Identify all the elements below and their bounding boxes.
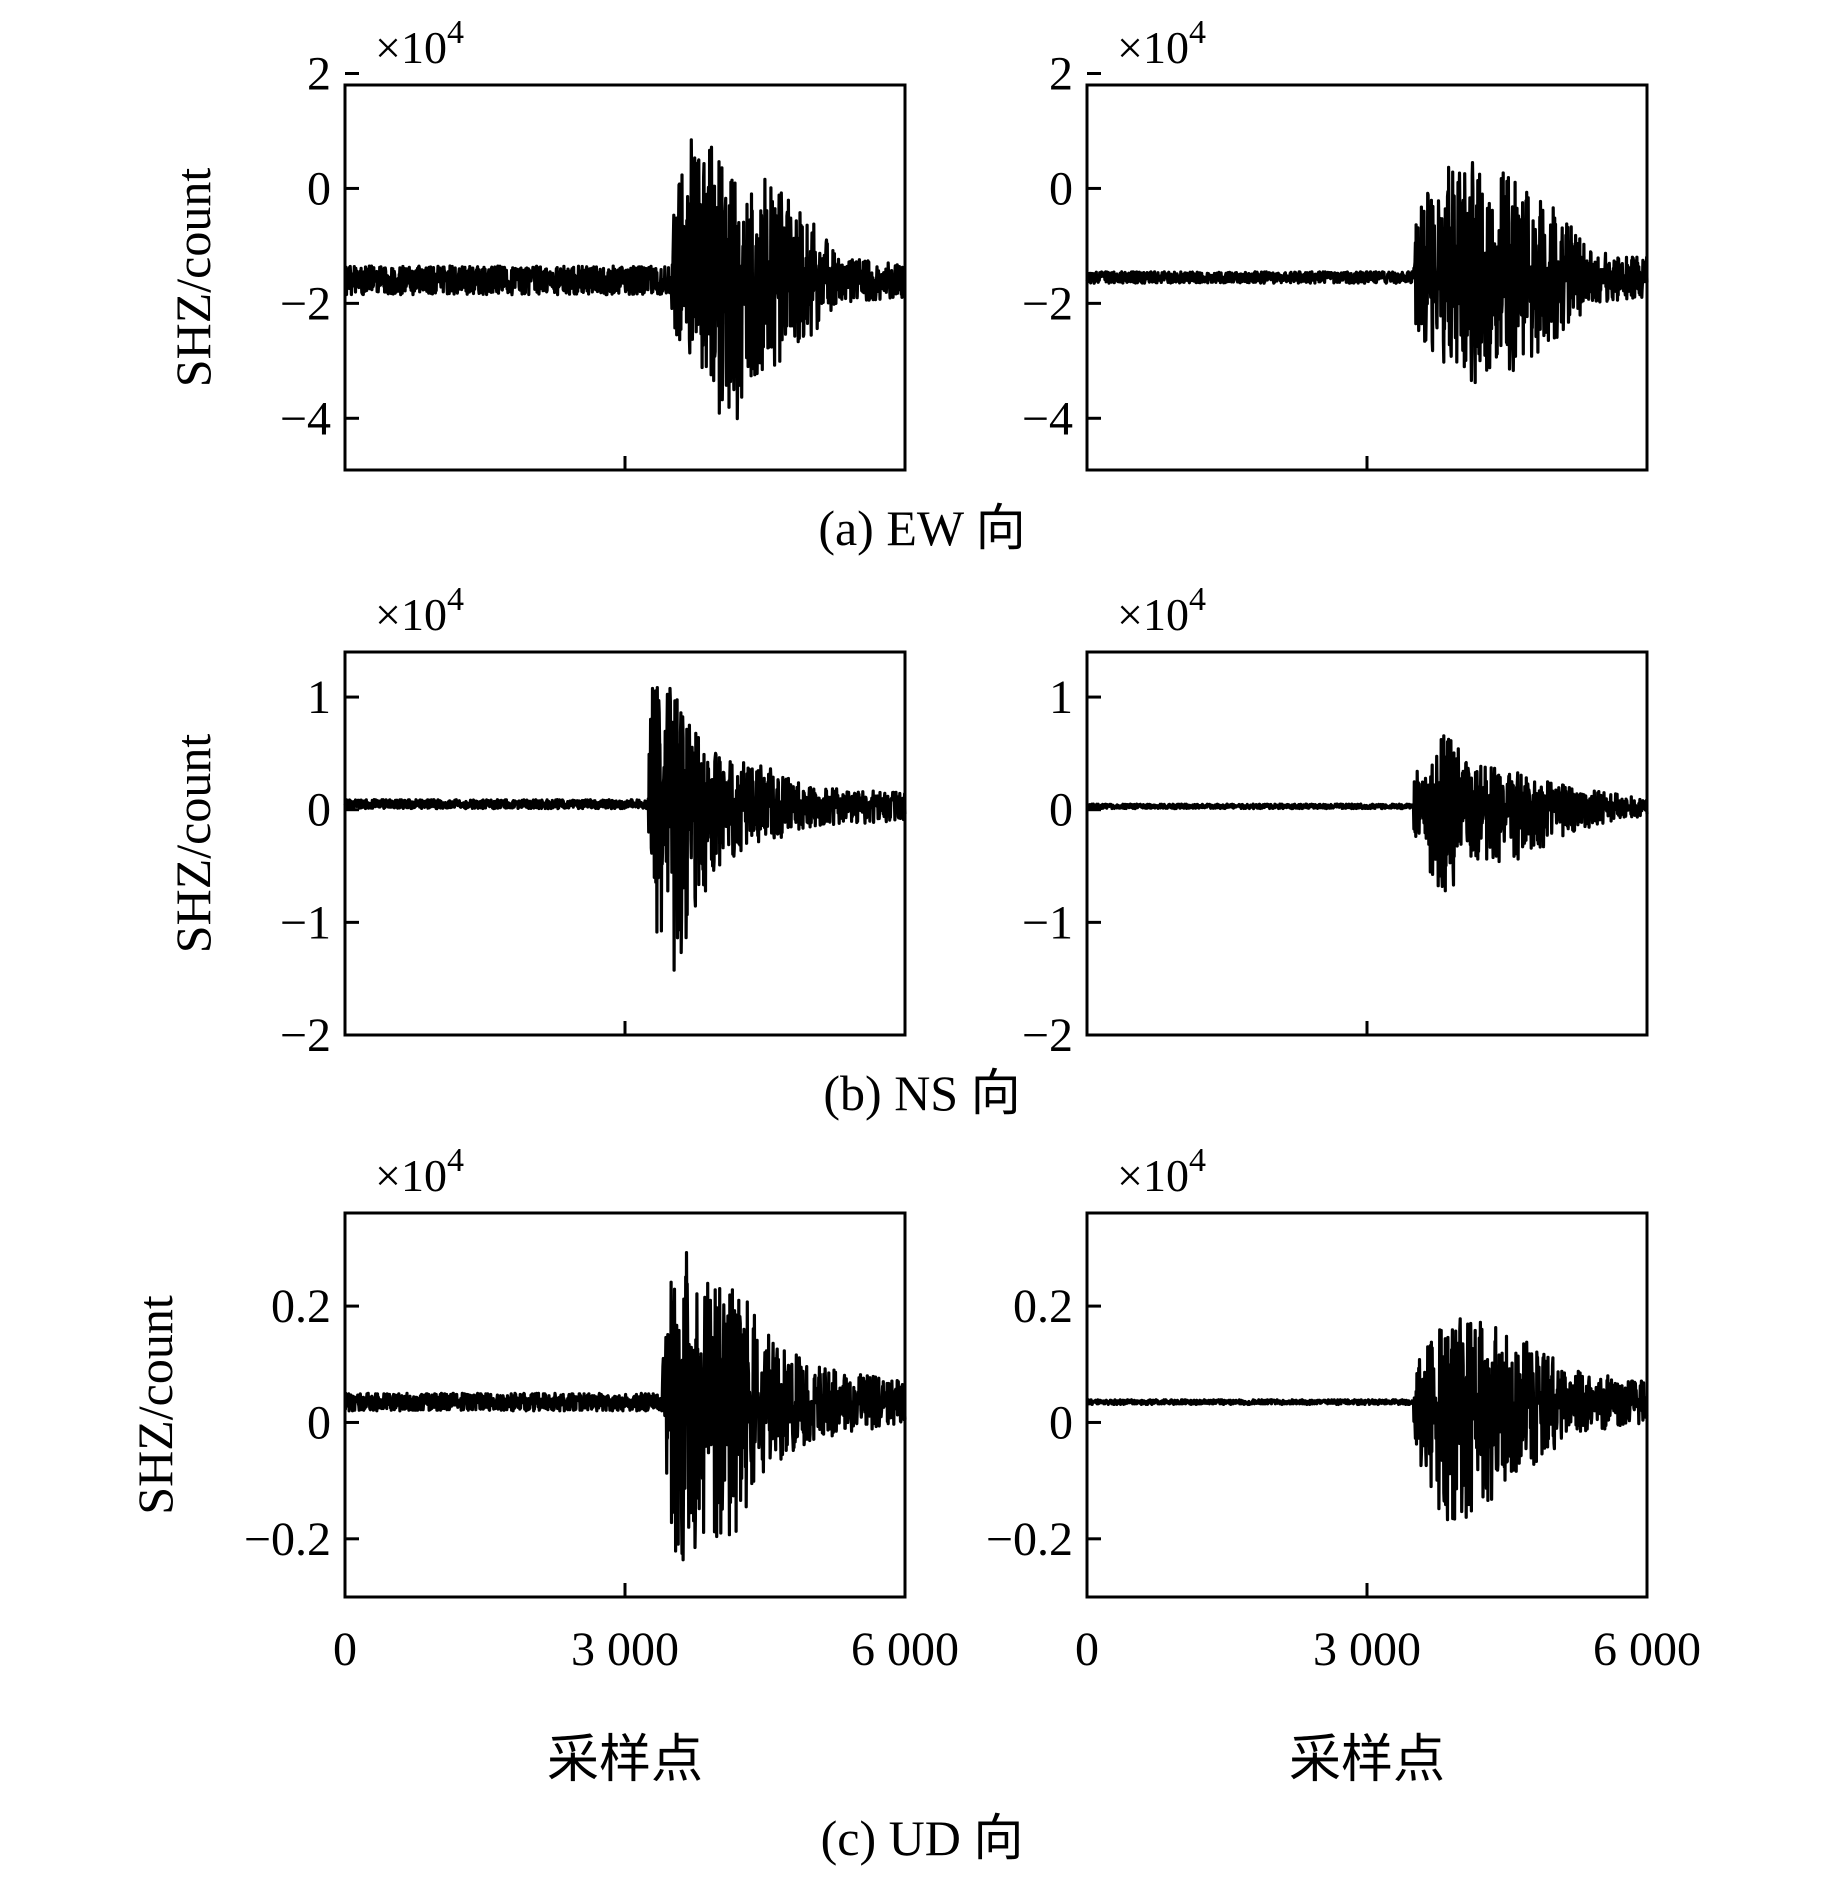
x-tick-label: 0 [1075, 1623, 1099, 1676]
waveform-series-3 [343, 686, 907, 972]
plot-frame [1085, 650, 1649, 1037]
y-axis-label: SHZ/count [165, 168, 221, 388]
axis-multiplier: ×104 [1117, 14, 1206, 73]
panel-caption: (b) NS 向 [823, 1065, 1020, 1121]
x-tick-label: 0 [333, 1623, 357, 1676]
y-tick-label: 2 [1049, 48, 1073, 101]
waveform-series-1 [343, 138, 907, 421]
y-tick-label: −0.2 [986, 1513, 1073, 1566]
x-tick-label: 6 000 [1593, 1623, 1701, 1676]
y-tick-label: 0 [307, 784, 331, 837]
waveform-series-4 [1085, 734, 1649, 893]
x-axis-label: 采样点 [1289, 1732, 1445, 1789]
y-tick-label: 0 [1049, 1396, 1073, 1449]
y-tick-label: −4 [280, 392, 331, 445]
x-axis-label: 采样点 [547, 1732, 703, 1789]
y-tick-label: −2 [280, 277, 331, 330]
y-tick-label: −4 [1022, 392, 1073, 445]
x-tick-label: 6 000 [851, 1623, 959, 1676]
y-tick-label: −2 [280, 1009, 331, 1062]
waveform-series-5 [343, 1251, 907, 1562]
y-tick-label: 0.2 [271, 1280, 331, 1333]
y-tick-label: 0 [307, 1396, 331, 1449]
axis-multiplier: ×104 [375, 581, 464, 640]
x-tick-label: 3 000 [571, 1623, 679, 1676]
y-axis-label: SHZ/count [127, 1295, 183, 1515]
plot-frame [343, 650, 907, 1037]
axis-multiplier: ×104 [375, 1142, 464, 1201]
y-tick-label: 1 [1049, 671, 1073, 724]
panel-caption: (c) UD 向 [821, 1810, 1024, 1866]
axis-multiplier: ×104 [1117, 1142, 1206, 1201]
y-tick-label: −1 [1022, 896, 1073, 949]
waveform-series-2 [1085, 161, 1649, 385]
y-tick-label: 0.2 [1013, 1280, 1073, 1333]
y-tick-label: 0 [1049, 162, 1073, 215]
y-tick-label: 0 [307, 162, 331, 215]
panel-caption: (a) EW 向 [818, 500, 1025, 556]
y-tick-label: −2 [1022, 1009, 1073, 1062]
y-tick-label: 2 [307, 48, 331, 101]
axis-multiplier: ×104 [1117, 581, 1206, 640]
axis-multiplier: ×104 [375, 14, 464, 73]
y-tick-label: −2 [1022, 277, 1073, 330]
y-tick-label: −0.2 [244, 1513, 331, 1566]
x-tick-label: 3 000 [1313, 1623, 1421, 1676]
y-tick-label: 1 [307, 671, 331, 724]
y-tick-label: −1 [280, 896, 331, 949]
waveform-series-6 [1085, 1317, 1649, 1522]
y-axis-label: SHZ/count [165, 734, 221, 954]
y-tick-label: 0 [1049, 784, 1073, 837]
